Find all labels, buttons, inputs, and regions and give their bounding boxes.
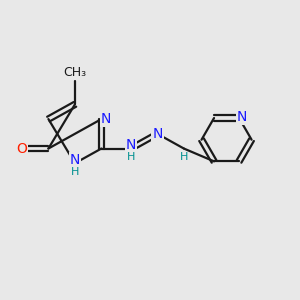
Text: O: O [16,142,27,155]
Text: H: H [71,167,79,177]
Text: N: N [237,110,247,124]
Text: N: N [100,112,111,126]
Text: N: N [152,127,163,141]
Text: N: N [126,138,136,152]
Text: H: H [127,152,135,162]
Text: H: H [180,152,188,162]
Text: CH₃: CH₃ [63,66,86,79]
Text: N: N [70,153,80,167]
